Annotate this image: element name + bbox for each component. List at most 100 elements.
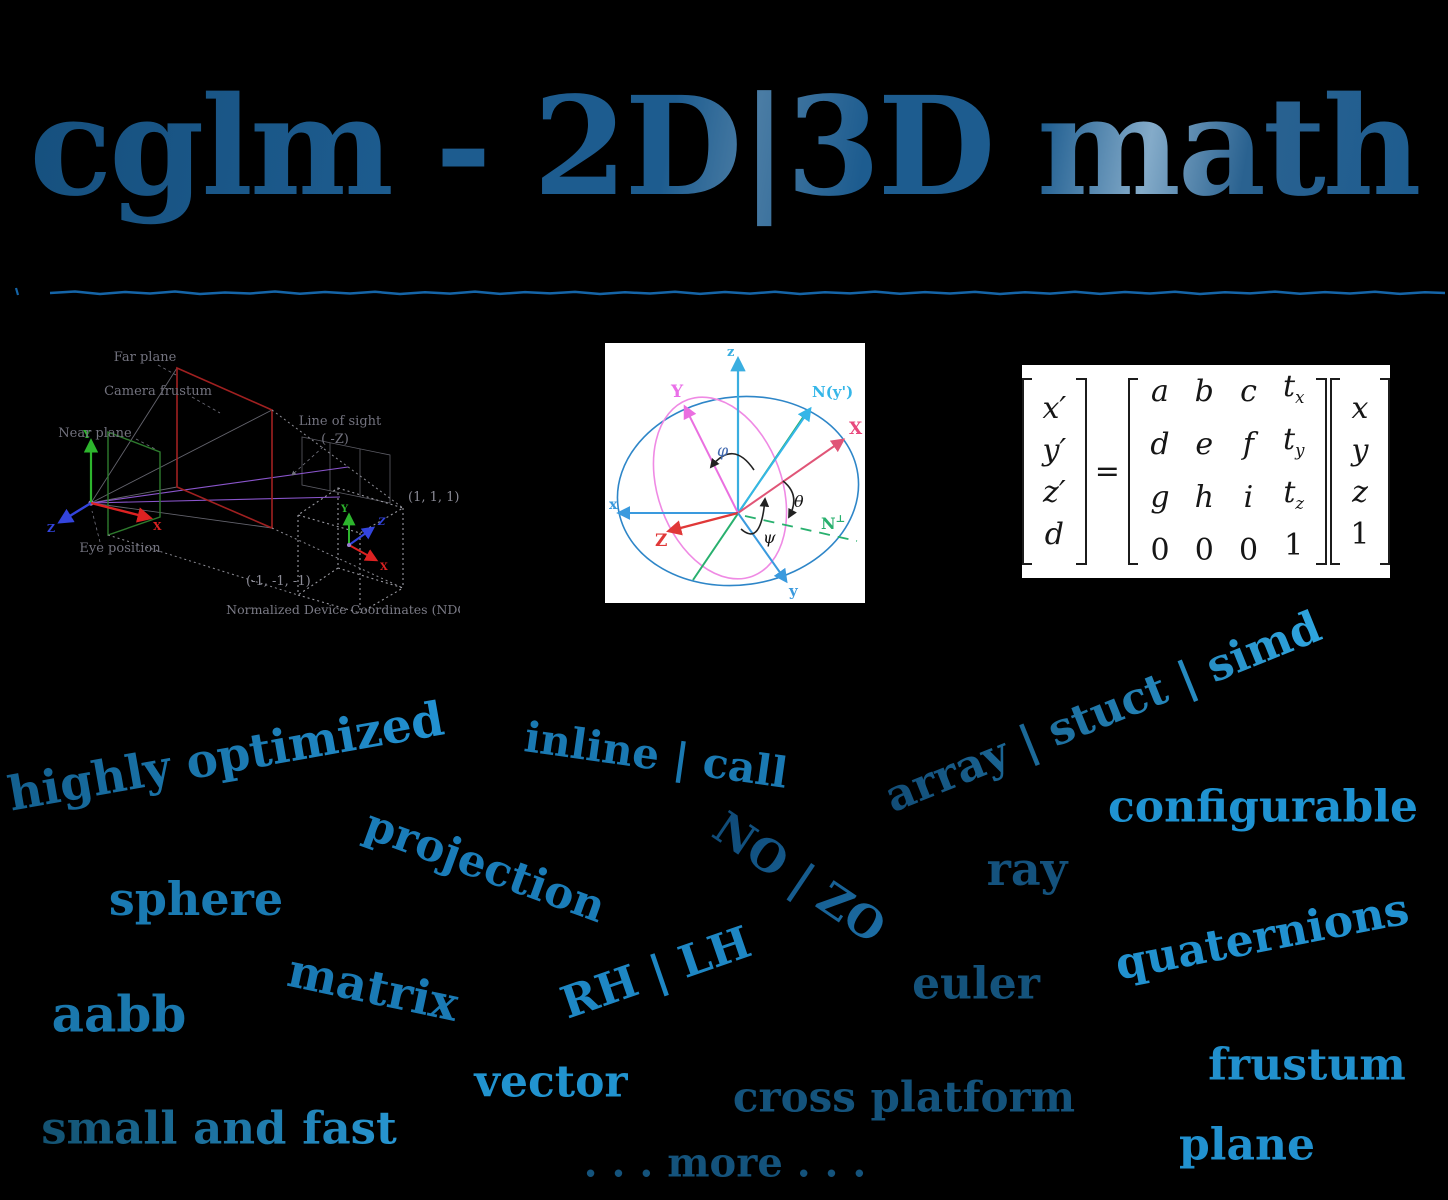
- word-cross-platform: cross platform: [732, 1072, 1076, 1122]
- ndc-axis-z-label: Z: [377, 517, 386, 528]
- ndc-cube: [296, 487, 405, 614]
- bracket-left: [1329, 378, 1341, 565]
- word-quaternions: quaternions: [1111, 883, 1413, 991]
- matrix-cell: x′: [1042, 390, 1067, 426]
- word-ray: ray: [986, 842, 1068, 896]
- underline-tick: [14, 287, 20, 296]
- frustum-eye-rays: [90, 367, 273, 529]
- label-leaders: [91, 364, 324, 543]
- far-plane-label: Far plane: [114, 350, 177, 365]
- matrix-rhs-column: x y z 1: [1343, 388, 1376, 556]
- eye-position-label: Eye position: [79, 541, 161, 556]
- matrix-4x4-grid: a b c tx d e f ty g h i tz 0 0 0 1: [1141, 366, 1313, 578]
- word-aabb: aabb: [51, 984, 187, 1044]
- equals-sign: =: [1094, 454, 1120, 489]
- matrix-cell: e: [1195, 427, 1214, 462]
- ndc-axis-z: [348, 526, 376, 546]
- underline-squiggle: [14, 287, 1446, 296]
- matrix-cell: c: [1240, 374, 1257, 409]
- eye-axis-y-label: Y: [82, 428, 91, 441]
- frustum-ndc-figure: Y X Z Y X Z: [47, 350, 460, 617]
- matrix-cell: 1: [1350, 516, 1370, 552]
- word-vector: vector: [474, 1056, 628, 1108]
- z-axis-label: z: [727, 345, 734, 360]
- small-y-label: y: [788, 582, 799, 600]
- n-y-label: N(y'): [812, 383, 853, 401]
- matrix-equation-figure: x′ y′ z′ d = a b c tx d e f ty g h i tz …: [1021, 365, 1391, 578]
- theta-label: θ: [794, 492, 804, 511]
- matrix-cell: h: [1194, 480, 1214, 515]
- matrix-cell: 0: [1150, 533, 1170, 568]
- word-configurable: configurable: [1107, 781, 1419, 833]
- matrix-cell: x: [1351, 390, 1369, 426]
- word-plane: plane: [1179, 1119, 1315, 1171]
- ndc-corner-max-label: (1, 1, 1): [408, 490, 460, 505]
- matrix-cell: 1: [1284, 527, 1304, 563]
- big-x-axis: [737, 438, 846, 514]
- matrix-cell: i: [1243, 480, 1254, 515]
- word-projection: projection: [357, 798, 613, 934]
- word-sphere: sphere: [108, 872, 284, 926]
- matrix-cell: y′: [1042, 432, 1067, 468]
- word-small-and-fast: small and fast: [41, 1101, 397, 1155]
- eye-axis-z-label: Z: [47, 522, 55, 535]
- phi-arc: [709, 452, 755, 471]
- n-y-axis: [737, 406, 812, 514]
- ndc-axis-y-label: Y: [340, 504, 349, 515]
- eye-axis-z: [57, 501, 92, 524]
- matrix-cell: d: [1044, 516, 1064, 552]
- word-frustum: frustum: [1208, 1039, 1406, 1091]
- matrix-cell: z′: [1043, 474, 1066, 510]
- bracket-right: [1379, 378, 1391, 565]
- node-perp-dashed: [744, 515, 858, 542]
- matrix-cell: g: [1150, 480, 1170, 515]
- small-y-axis: [737, 512, 788, 584]
- matrix-lhs-column: x′ y′ z′ d: [1035, 388, 1073, 556]
- node-perp-label: N⊥: [821, 514, 845, 533]
- yz-plane-circle: [652, 396, 788, 580]
- underline-line: [49, 290, 1446, 296]
- frustum-mid-box: [301, 436, 391, 504]
- ndc-axis-x: [348, 544, 379, 562]
- near-plane-rect: [107, 430, 161, 536]
- near-plane-label: Near plane: [58, 426, 132, 441]
- line-of-sight-lines: [90, 466, 349, 504]
- matrix-cell: 0: [1238, 533, 1259, 568]
- eye-axis-x-label: X: [153, 520, 162, 533]
- bracket-left: [1127, 378, 1139, 565]
- bracket-right: [1316, 378, 1327, 565]
- matrix-cell: 0: [1194, 533, 1214, 568]
- word-more: . . . more . . .: [583, 1139, 867, 1187]
- word-inline-call: inline | call: [521, 712, 791, 798]
- matrix-cell: tz: [1283, 474, 1305, 513]
- word-matrix: matrix: [282, 943, 464, 1033]
- page-title: cglm - 2D|3D math: [29, 67, 1421, 227]
- big-x-label: X: [849, 419, 863, 439]
- matrix-cell: f: [1242, 427, 1255, 462]
- matrix-cell: tx: [1283, 368, 1305, 407]
- ndc-origin: [347, 543, 351, 547]
- psi-arc: [740, 497, 770, 535]
- bracket-right: [1076, 378, 1087, 565]
- big-z-label: Z: [655, 531, 667, 551]
- ndc-axis-x-label: X: [380, 562, 388, 573]
- matrix-cell: b: [1194, 374, 1214, 409]
- psi-label: ψ: [763, 528, 776, 547]
- theta-arc: [782, 480, 797, 519]
- euler-panel-bg: [605, 343, 865, 603]
- ndc-mapping-lines: [107, 409, 404, 596]
- matrix-cell: d: [1150, 427, 1170, 462]
- matrix-cell: ty: [1283, 421, 1305, 460]
- ndc-caption: Normalized Device Coordinates (NDC): [226, 602, 460, 617]
- bracket-left: [1021, 378, 1033, 565]
- word-rh-lh: RH | LH: [554, 916, 758, 1030]
- euler-angles-figure: z N(y') X Y x Z y N⊥ φ θ ψ: [605, 343, 865, 603]
- matrix-cell: y: [1351, 432, 1369, 468]
- line-of-sight-label: Line of sight: [299, 414, 382, 429]
- big-y-label: Y: [670, 382, 684, 402]
- matrix-cell: z: [1352, 474, 1368, 510]
- ndc-corner-min-label: (-1, -1, -1): [246, 574, 311, 589]
- big-z-axis: [666, 511, 739, 536]
- word-euler: euler: [912, 958, 1040, 1010]
